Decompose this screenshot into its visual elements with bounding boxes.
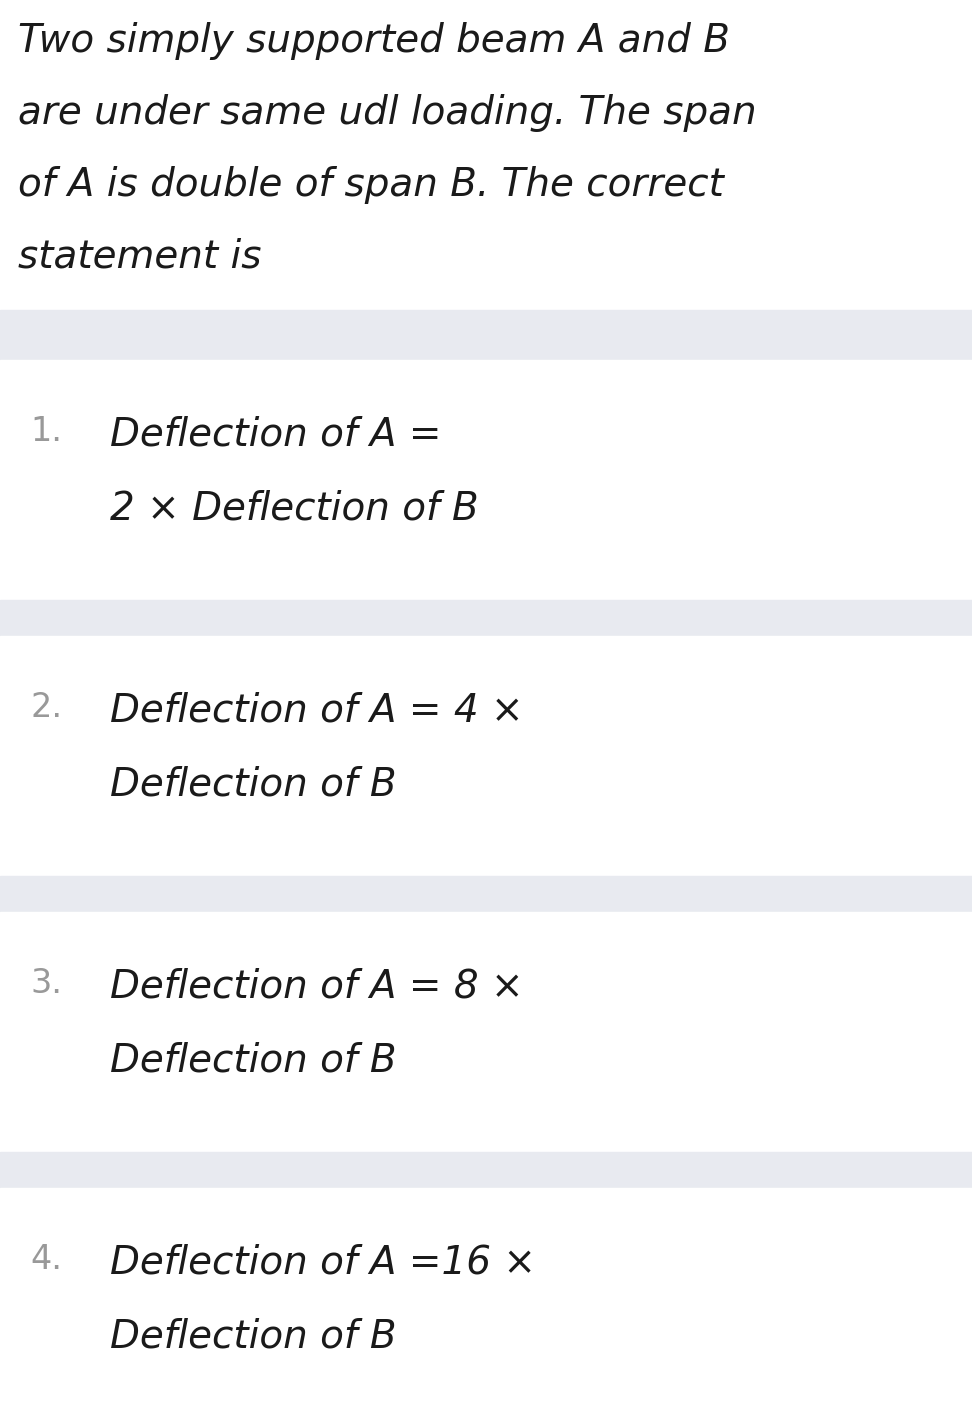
- Text: are under same udl loading. The span: are under same udl loading. The span: [18, 94, 756, 132]
- Text: Deflection of A =16 ×: Deflection of A =16 ×: [110, 1244, 536, 1281]
- Text: 1.: 1.: [30, 416, 62, 448]
- Text: 3.: 3.: [30, 968, 62, 1000]
- Text: Deflection of B: Deflection of B: [110, 1042, 397, 1080]
- Bar: [0, 877, 972, 912]
- Bar: [0, 310, 972, 360]
- Text: Two simply supported beam A and B: Two simply supported beam A and B: [18, 21, 730, 60]
- Text: 4.: 4.: [30, 1244, 62, 1276]
- Text: of A is double of span B. The correct: of A is double of span B. The correct: [18, 166, 724, 203]
- Bar: [0, 1153, 972, 1188]
- Bar: [0, 636, 972, 877]
- Bar: [0, 912, 972, 1153]
- Text: 2 × Deflection of B: 2 × Deflection of B: [110, 490, 478, 528]
- Text: Deflection of B: Deflection of B: [110, 766, 397, 804]
- Bar: [0, 601, 972, 636]
- Text: Deflection of B: Deflection of B: [110, 1318, 397, 1356]
- Bar: [0, 1188, 972, 1423]
- Bar: [0, 360, 972, 601]
- Text: Deflection of A = 8 ×: Deflection of A = 8 ×: [110, 968, 524, 1005]
- Text: statement is: statement is: [18, 238, 261, 276]
- Text: 2.: 2.: [30, 692, 62, 724]
- Text: Deflection of A = 4 ×: Deflection of A = 4 ×: [110, 692, 524, 729]
- Text: Deflection of A =: Deflection of A =: [110, 416, 441, 453]
